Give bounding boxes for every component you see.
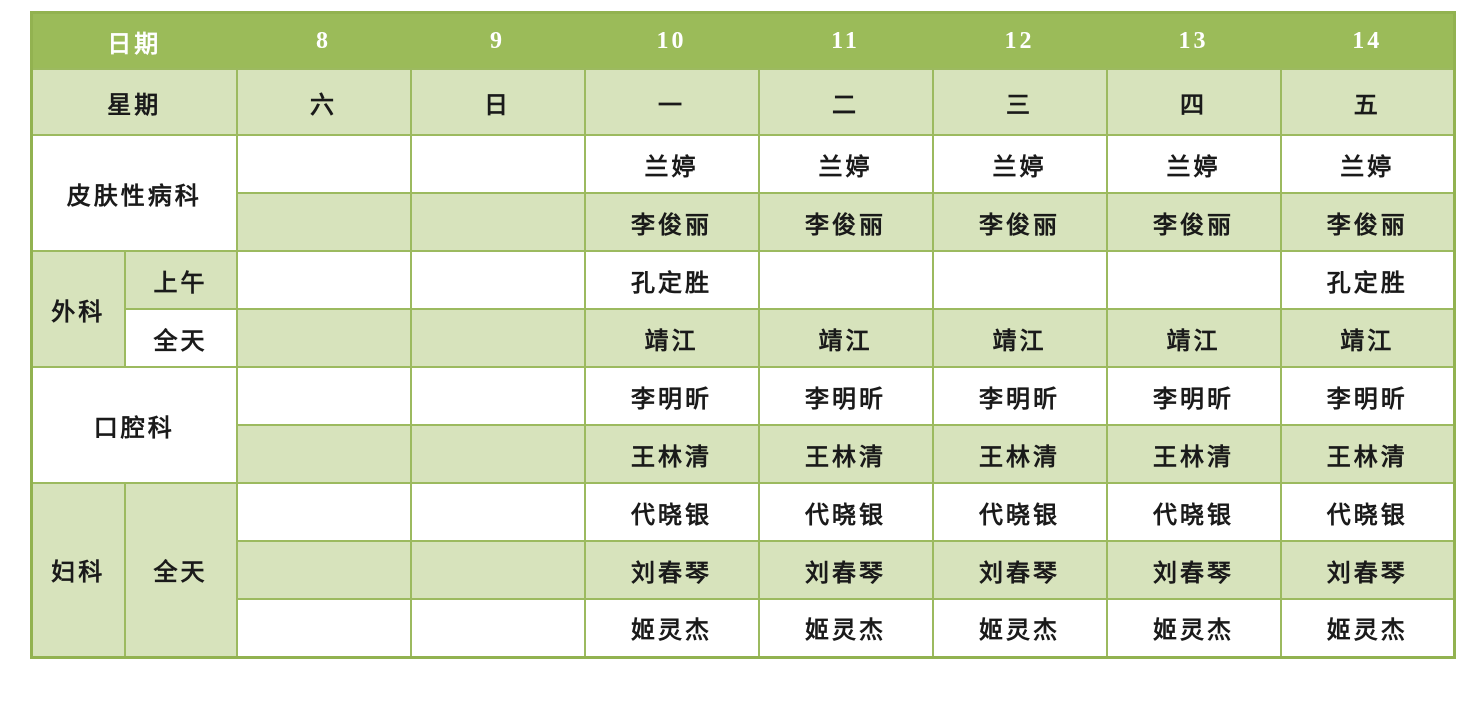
schedule-cell: 兰婷 — [583, 134, 760, 194]
schedule-cell: 姬灵杰 — [1105, 598, 1282, 658]
schedule-cell: 李明昕 — [931, 366, 1108, 426]
schedule-cell — [409, 482, 586, 542]
schedule-cell: 兰婷 — [931, 134, 1108, 194]
schedule-cell: 代晓银 — [1105, 482, 1282, 542]
department-cell-dermatology: 皮肤性病科 — [30, 134, 238, 252]
schedule-cell: 李明昕 — [1105, 366, 1282, 426]
schedule-cell: 代晓银 — [931, 482, 1108, 542]
schedule-cell: 刘春琴 — [1105, 540, 1282, 600]
week-cell-sun: 日 — [409, 68, 586, 136]
week-cell-thu: 四 — [1105, 68, 1282, 136]
schedule-cell: 姬灵杰 — [1279, 598, 1456, 658]
department-cell-gynecology: 妇科 — [30, 482, 126, 658]
schedule-cell: 姬灵杰 — [757, 598, 934, 658]
schedule-cell: 李明昕 — [757, 366, 934, 426]
schedule-cell — [409, 192, 586, 252]
schedule-cell: 兰婷 — [1105, 134, 1282, 194]
week-cell-wed: 三 — [931, 68, 1108, 136]
department-cell-surgery: 外科 — [30, 250, 126, 368]
schedule-cell: 李俊丽 — [1279, 192, 1456, 252]
duty-schedule: 日期 8 9 10 11 12 13 14 星期 六 日 一 二 三 四 五 皮… — [30, 11, 1456, 659]
schedule-cell: 李俊丽 — [757, 192, 934, 252]
schedule-cell: 靖江 — [757, 308, 934, 368]
schedule-cell — [931, 250, 1108, 310]
session-cell-allday-gynecology: 全天 — [123, 482, 238, 658]
gynecology-row-1: 妇科 全天 代晓银 代晓银 代晓银 代晓银 代晓银 — [30, 482, 1456, 658]
schedule-cell: 靖江 — [1279, 308, 1456, 368]
schedule-cell: 李俊丽 — [1105, 192, 1282, 252]
schedule-cell — [235, 366, 412, 426]
schedule-cell: 刘春琴 — [583, 540, 760, 600]
schedule-cell — [409, 598, 586, 658]
schedule-cell: 靖江 — [1105, 308, 1282, 368]
schedule-cell: 王林清 — [1279, 424, 1456, 484]
schedule-cell — [1105, 250, 1282, 310]
schedule-cell — [409, 540, 586, 600]
schedule-cell — [235, 308, 412, 368]
week-label-cell: 星期 — [30, 68, 238, 136]
schedule-cell: 靖江 — [931, 308, 1108, 368]
schedule-cell: 兰婷 — [1279, 134, 1456, 194]
schedule-cell: 李明昕 — [583, 366, 760, 426]
schedule-cell: 李明昕 — [1279, 366, 1456, 426]
schedule-cell — [757, 250, 934, 310]
schedule-cell: 孔定胜 — [583, 250, 760, 310]
schedule-cell: 刘春琴 — [1279, 540, 1456, 600]
schedule-cell: 李俊丽 — [931, 192, 1108, 252]
gynecology-row-3: 姬灵杰 姬灵杰 姬灵杰 姬灵杰 姬灵杰 — [32, 598, 1456, 658]
schedule-cell: 王林清 — [1105, 424, 1282, 484]
schedule-cell: 代晓银 — [583, 482, 760, 542]
dermatology-row-2: 李俊丽 李俊丽 李俊丽 李俊丽 李俊丽 — [32, 192, 1456, 252]
week-cell-sat: 六 — [235, 68, 412, 136]
schedule-cell: 姬灵杰 — [931, 598, 1108, 658]
schedule-cell: 刘春琴 — [757, 540, 934, 600]
date-cell-8: 8 — [235, 11, 412, 70]
week-header-row: 星期 六 日 一 二 三 四 五 — [30, 68, 1456, 136]
schedule-cell: 靖江 — [583, 308, 760, 368]
date-cell-9: 9 — [409, 11, 586, 70]
schedule-cell: 姬灵杰 — [583, 598, 760, 658]
duty-schedule-table: 日期 8 9 10 11 12 13 14 星期 六 日 一 二 三 四 五 皮… — [30, 11, 1456, 659]
schedule-cell: 王林清 — [583, 424, 760, 484]
date-cell-12: 12 — [931, 11, 1108, 70]
week-cell-fri: 五 — [1279, 68, 1456, 136]
week-cell-tue: 二 — [757, 68, 934, 136]
date-cell-14: 14 — [1279, 11, 1456, 70]
schedule-cell — [235, 482, 412, 542]
schedule-cell: 兰婷 — [757, 134, 934, 194]
schedule-cell — [235, 540, 412, 600]
schedule-cell — [235, 134, 412, 194]
schedule-cell: 代晓银 — [757, 482, 934, 542]
schedule-cell: 王林清 — [757, 424, 934, 484]
dental-row-2: 王林清 王林清 王林清 王林清 王林清 — [32, 424, 1456, 484]
surgery-morning-row: 外科 上午 孔定胜 孔定胜 — [30, 250, 1456, 368]
date-label-cell: 日期 — [30, 11, 238, 70]
session-cell-morning: 上午 — [123, 250, 238, 310]
department-cell-dental: 口腔科 — [30, 366, 238, 484]
schedule-cell: 代晓银 — [1279, 482, 1456, 542]
schedule-cell — [235, 250, 412, 310]
date-cell-11: 11 — [757, 11, 934, 70]
schedule-cell — [235, 192, 412, 252]
schedule-cell — [409, 250, 586, 310]
schedule-cell: 刘春琴 — [931, 540, 1108, 600]
session-cell-allday-surgery: 全天 — [123, 308, 238, 368]
schedule-cell — [235, 424, 412, 484]
surgery-allday-row: 全天 靖江 靖江 靖江 靖江 靖江 — [32, 308, 1456, 368]
schedule-cell — [409, 308, 586, 368]
schedule-cell: 孔定胜 — [1279, 250, 1456, 310]
schedule-cell — [409, 424, 586, 484]
schedule-cell — [409, 366, 586, 426]
date-header-row: 日期 8 9 10 11 12 13 14 — [30, 11, 1456, 70]
gynecology-row-2: 刘春琴 刘春琴 刘春琴 刘春琴 刘春琴 — [32, 540, 1456, 600]
schedule-cell — [235, 598, 412, 658]
date-cell-13: 13 — [1105, 11, 1282, 70]
dental-row-1: 口腔科 李明昕 李明昕 李明昕 李明昕 李明昕 — [30, 366, 1456, 484]
schedule-cell — [409, 134, 586, 194]
date-cell-10: 10 — [583, 11, 760, 70]
week-cell-mon: 一 — [583, 68, 760, 136]
schedule-cell: 王林清 — [931, 424, 1108, 484]
dermatology-row-1: 皮肤性病科 兰婷 兰婷 兰婷 兰婷 兰婷 — [30, 134, 1456, 252]
schedule-cell: 李俊丽 — [583, 192, 760, 252]
